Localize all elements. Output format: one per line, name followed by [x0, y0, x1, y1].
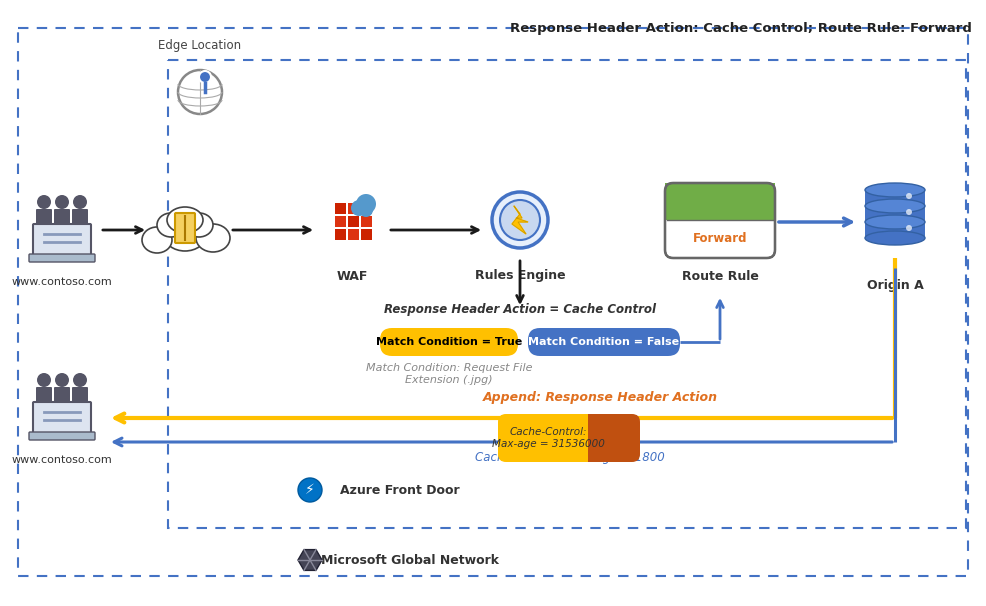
- FancyBboxPatch shape: [29, 254, 95, 262]
- Polygon shape: [298, 550, 322, 570]
- Bar: [865, 222, 925, 238]
- Text: www.contoso.com: www.contoso.com: [12, 455, 112, 465]
- FancyBboxPatch shape: [33, 224, 91, 256]
- Ellipse shape: [157, 213, 185, 237]
- Circle shape: [37, 195, 51, 209]
- Bar: [588, 414, 600, 462]
- Text: Origin A: Origin A: [867, 279, 923, 291]
- Text: ⚡: ⚡: [305, 483, 315, 497]
- Text: Route Rule: Route Rule: [681, 270, 758, 282]
- Circle shape: [298, 478, 322, 502]
- Bar: [361, 203, 372, 214]
- Text: Cache-Control: Max-age = 1800: Cache-Control: Max-age = 1800: [475, 451, 665, 465]
- Circle shape: [351, 200, 367, 216]
- Circle shape: [55, 373, 69, 387]
- Ellipse shape: [865, 215, 925, 229]
- FancyBboxPatch shape: [36, 209, 52, 225]
- Text: Microsoft Global Network: Microsoft Global Network: [321, 553, 499, 567]
- Ellipse shape: [185, 213, 213, 237]
- Ellipse shape: [196, 224, 230, 252]
- FancyBboxPatch shape: [380, 328, 518, 356]
- Text: Edge Location: Edge Location: [159, 39, 242, 52]
- Circle shape: [500, 200, 540, 240]
- Circle shape: [359, 203, 373, 217]
- Text: Response Header Action: Cache Control; Route Rule: Forward: Response Header Action: Cache Control; R…: [510, 22, 972, 35]
- FancyBboxPatch shape: [29, 432, 95, 440]
- Circle shape: [73, 373, 87, 387]
- Ellipse shape: [167, 207, 203, 233]
- FancyBboxPatch shape: [33, 402, 91, 434]
- Circle shape: [492, 192, 548, 248]
- Text: Forward: Forward: [693, 231, 747, 244]
- Bar: [665, 183, 775, 220]
- Ellipse shape: [142, 227, 172, 253]
- FancyBboxPatch shape: [498, 414, 628, 462]
- Text: Append: Response Header Action: Append: Response Header Action: [482, 391, 718, 404]
- Bar: [361, 216, 372, 227]
- Circle shape: [906, 225, 912, 231]
- FancyBboxPatch shape: [528, 328, 680, 356]
- Text: www.contoso.com: www.contoso.com: [12, 277, 112, 287]
- Bar: [665, 220, 775, 257]
- Text: WAF: WAF: [336, 270, 368, 282]
- Circle shape: [906, 193, 912, 199]
- Ellipse shape: [185, 213, 213, 237]
- Text: Match Condition = False: Match Condition = False: [528, 337, 679, 347]
- Circle shape: [356, 194, 376, 214]
- Ellipse shape: [196, 224, 230, 252]
- FancyBboxPatch shape: [54, 387, 70, 403]
- Circle shape: [199, 71, 211, 83]
- Ellipse shape: [142, 227, 172, 253]
- Circle shape: [55, 195, 69, 209]
- Circle shape: [37, 373, 51, 387]
- Bar: [168, 60, 966, 528]
- Bar: [865, 190, 925, 206]
- Text: Match Condition = True: Match Condition = True: [376, 337, 523, 347]
- Bar: [865, 206, 925, 222]
- FancyBboxPatch shape: [54, 209, 70, 225]
- Bar: [335, 229, 346, 240]
- FancyBboxPatch shape: [588, 414, 640, 462]
- FancyBboxPatch shape: [175, 213, 195, 243]
- Bar: [348, 203, 359, 214]
- Ellipse shape: [164, 219, 206, 251]
- Ellipse shape: [865, 183, 925, 197]
- Bar: [361, 229, 372, 240]
- Ellipse shape: [157, 213, 185, 237]
- Text: Response Header Action = Cache Control: Response Header Action = Cache Control: [384, 304, 656, 316]
- Ellipse shape: [164, 219, 206, 251]
- FancyBboxPatch shape: [72, 209, 88, 225]
- FancyBboxPatch shape: [36, 387, 52, 403]
- Bar: [348, 216, 359, 227]
- Text: Azure Front Door: Azure Front Door: [340, 484, 459, 496]
- FancyBboxPatch shape: [72, 387, 88, 403]
- Bar: [335, 203, 346, 214]
- Circle shape: [73, 195, 87, 209]
- Polygon shape: [512, 206, 528, 234]
- Bar: [348, 229, 359, 240]
- Circle shape: [906, 209, 912, 215]
- Bar: [335, 216, 346, 227]
- Text: Cache-Control:
Max-age = 31536000: Cache-Control: Max-age = 31536000: [492, 427, 604, 449]
- Ellipse shape: [865, 199, 925, 213]
- Ellipse shape: [865, 231, 925, 245]
- Ellipse shape: [167, 207, 203, 233]
- FancyBboxPatch shape: [332, 200, 372, 240]
- Text: Match Condition: Request File
Extension (.jpg): Match Condition: Request File Extension …: [366, 363, 532, 385]
- Text: Rules Engine: Rules Engine: [474, 270, 565, 282]
